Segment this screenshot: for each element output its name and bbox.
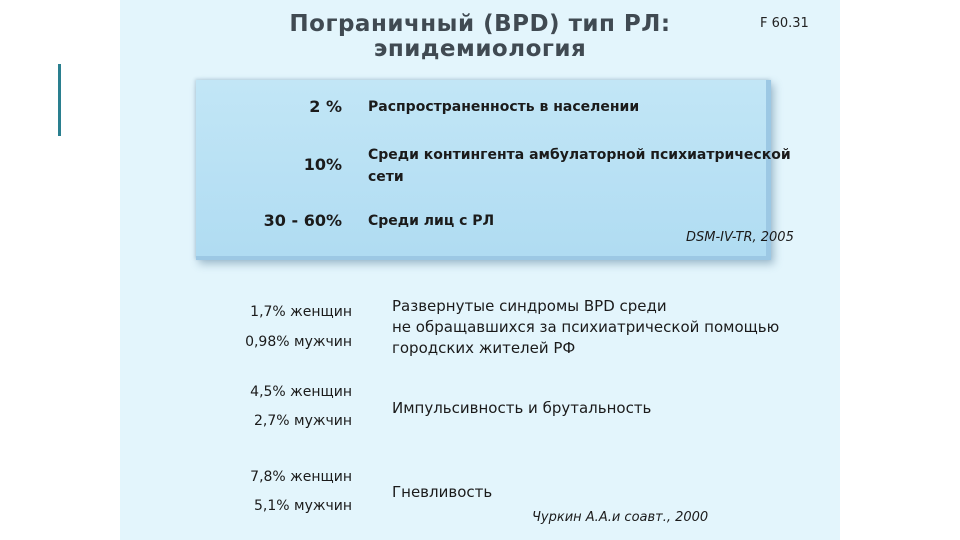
- stat-men-3: 5,1% мужчин: [254, 498, 352, 514]
- prevalence-desc-outpatient-line-1: Среди контингента амбулаторной психиатри…: [368, 147, 791, 163]
- stat-desc-1-line-1: Развернутые синдромы BPD среди: [392, 297, 667, 315]
- title-line-2: эпидемиология: [373, 36, 587, 62]
- slide-title: Пограничный (BPD) тип РЛ: эпидемиология: [120, 12, 840, 62]
- stat-desc-1-line-3: городских жителей РФ: [392, 339, 576, 357]
- accent-bar: [58, 64, 61, 136]
- stat-women-3: 7,8% женщин: [250, 469, 352, 485]
- stat-women-2: 4,5% женщин: [250, 384, 352, 400]
- prevalence-pct-outpatient: 10%: [303, 155, 342, 174]
- source-citation-dsm: DSM-IV-TR, 2005: [686, 230, 794, 245]
- prevalence-box: 2 % Распространенность в населении 10% С…: [196, 80, 794, 260]
- title-line-1: Пограничный (BPD) тип РЛ:: [289, 11, 671, 37]
- prevalence-desc-outpatient-line-2: сети: [368, 169, 404, 185]
- stat-desc-2: Импульсивность и брутальность: [392, 399, 652, 417]
- stat-desc-3: Гневливость: [392, 483, 493, 501]
- prevalence-pct-pd: 30 - 60%: [263, 211, 342, 230]
- prevalence-pct-general: 2 %: [309, 97, 342, 116]
- stat-desc-1: Развернутые синдромы BPD среди не обраща…: [392, 296, 779, 359]
- stat-men-2: 2,7% мужчин: [254, 413, 352, 429]
- source-citation-churkin: Чуркин А.А.и соавт., 2000: [532, 510, 709, 525]
- stat-women-1: 1,7% женщин: [250, 304, 352, 320]
- stat-men-1: 0,98% мужчин: [245, 334, 352, 350]
- slide: Пограничный (BPD) тип РЛ: эпидемиология …: [120, 0, 840, 540]
- stat-desc-1-line-2: не обращавшихся за психиатрической помощ…: [392, 318, 780, 336]
- prevalence-desc-pd: Среди лиц с РЛ: [368, 213, 495, 229]
- prevalence-desc-general: Распространенность в населении: [368, 99, 640, 115]
- diagnosis-code: F 60.31: [760, 16, 809, 31]
- prevalence-desc-outpatient: Среди контингента амбулаторной психиатри…: [368, 144, 791, 188]
